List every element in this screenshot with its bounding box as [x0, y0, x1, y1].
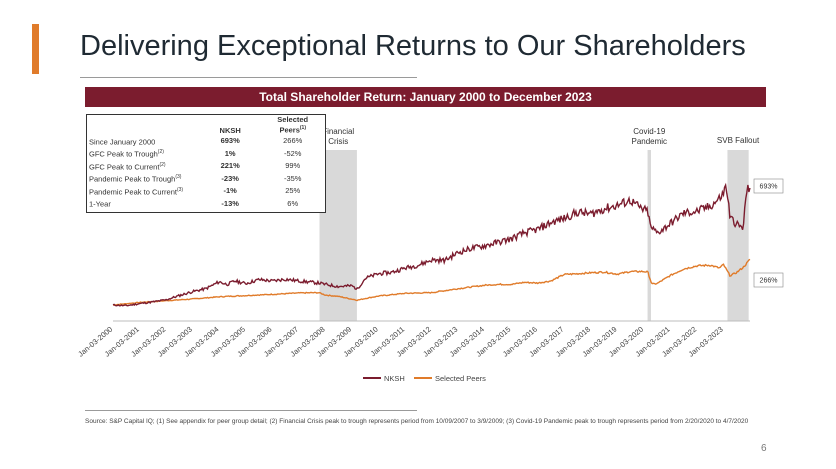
stats-row-nksh: 1%	[224, 148, 236, 158]
chart-title-banner: Total Shareholder Return: January 2000 t…	[85, 87, 766, 107]
shaded-period-label-line2: Pandemic	[631, 137, 667, 146]
shaded-period	[727, 150, 749, 321]
shaded-period-label: SVB Fallout	[717, 136, 760, 145]
stats-row-peers: -35%	[283, 173, 302, 183]
title-accent-bar	[32, 24, 39, 74]
end-value-box	[753, 178, 784, 194]
end-value-box	[753, 272, 784, 288]
stats-row: Pandemic Peak to Current(3) -1% 25%	[87, 185, 325, 198]
stats-row-nksh: -1%	[223, 186, 237, 196]
header-peers-line2: Peers	[279, 125, 300, 135]
page-number: 6	[761, 443, 767, 454]
stats-row-peers: 266%	[283, 136, 303, 146]
header-metric	[87, 115, 200, 135]
stats-row-nksh: 693%	[220, 136, 240, 146]
title-divider	[80, 77, 417, 78]
stats-row: Pandemic Peak to Trough(3) -23% -35%	[87, 172, 325, 185]
stats-row-peers: 99%	[285, 161, 301, 171]
source-divider	[85, 410, 417, 411]
header-nksh: NKSH	[219, 125, 241, 135]
returns-summary-table: NKSH Selected Peers(1) Since January 200…	[86, 114, 326, 213]
stats-row: GFC Peak to Trough(2) 1% -52%	[87, 147, 325, 160]
shaded-period-label: Financial	[322, 127, 354, 136]
stats-row-peers: 6%	[287, 198, 299, 208]
end-value-label: 693%	[760, 184, 778, 191]
shaded-period	[647, 150, 651, 321]
stats-row-peers: 25%	[285, 186, 301, 196]
series-line-selected-peers	[112, 258, 751, 306]
page-title: Delivering Exceptional Returns to Our Sh…	[80, 30, 746, 62]
header-peers: Selected Peers(1)	[260, 115, 325, 135]
stats-row-nksh: -13%	[221, 198, 239, 208]
source-footnote: Source: S&P Capital IQ; (1) See appendix…	[85, 418, 749, 425]
stats-row-label: Since January 2000	[89, 137, 156, 146]
stats-row-nksh: 221%	[220, 161, 240, 171]
header-peers-note: (1)	[299, 125, 306, 131]
header-peers-line1: Selected	[277, 115, 309, 124]
legend-label-nksh: NKSH	[384, 374, 405, 383]
shaded-period-label: Covid-19	[633, 127, 666, 136]
stats-row: GFC Peak to Current(2) 221% 99%	[87, 160, 325, 173]
stats-row-label: GFC Peak to Trough(2)	[89, 149, 164, 159]
shaded-period-label-line2: Crisis	[328, 137, 348, 146]
stats-row-peers: -52%	[283, 148, 302, 158]
series-line-nksh	[112, 182, 751, 307]
stats-row-label: GFC Peak to Current(2)	[89, 161, 166, 172]
stats-row-nksh: -23%	[221, 173, 239, 183]
stats-row-label: Pandemic Peak to Current(3)	[89, 186, 184, 197]
end-value-label: 266%	[760, 278, 778, 285]
stats-row: Since January 2000 693% 266%	[87, 135, 325, 148]
legend-label-peers: Selected Peers	[435, 374, 486, 383]
stats-row-label: Pandemic Peak to Trough(3)	[89, 174, 182, 184]
stats-row-label: 1-Year	[89, 199, 111, 209]
stats-row: 1-Year -13% 6%	[87, 197, 325, 210]
